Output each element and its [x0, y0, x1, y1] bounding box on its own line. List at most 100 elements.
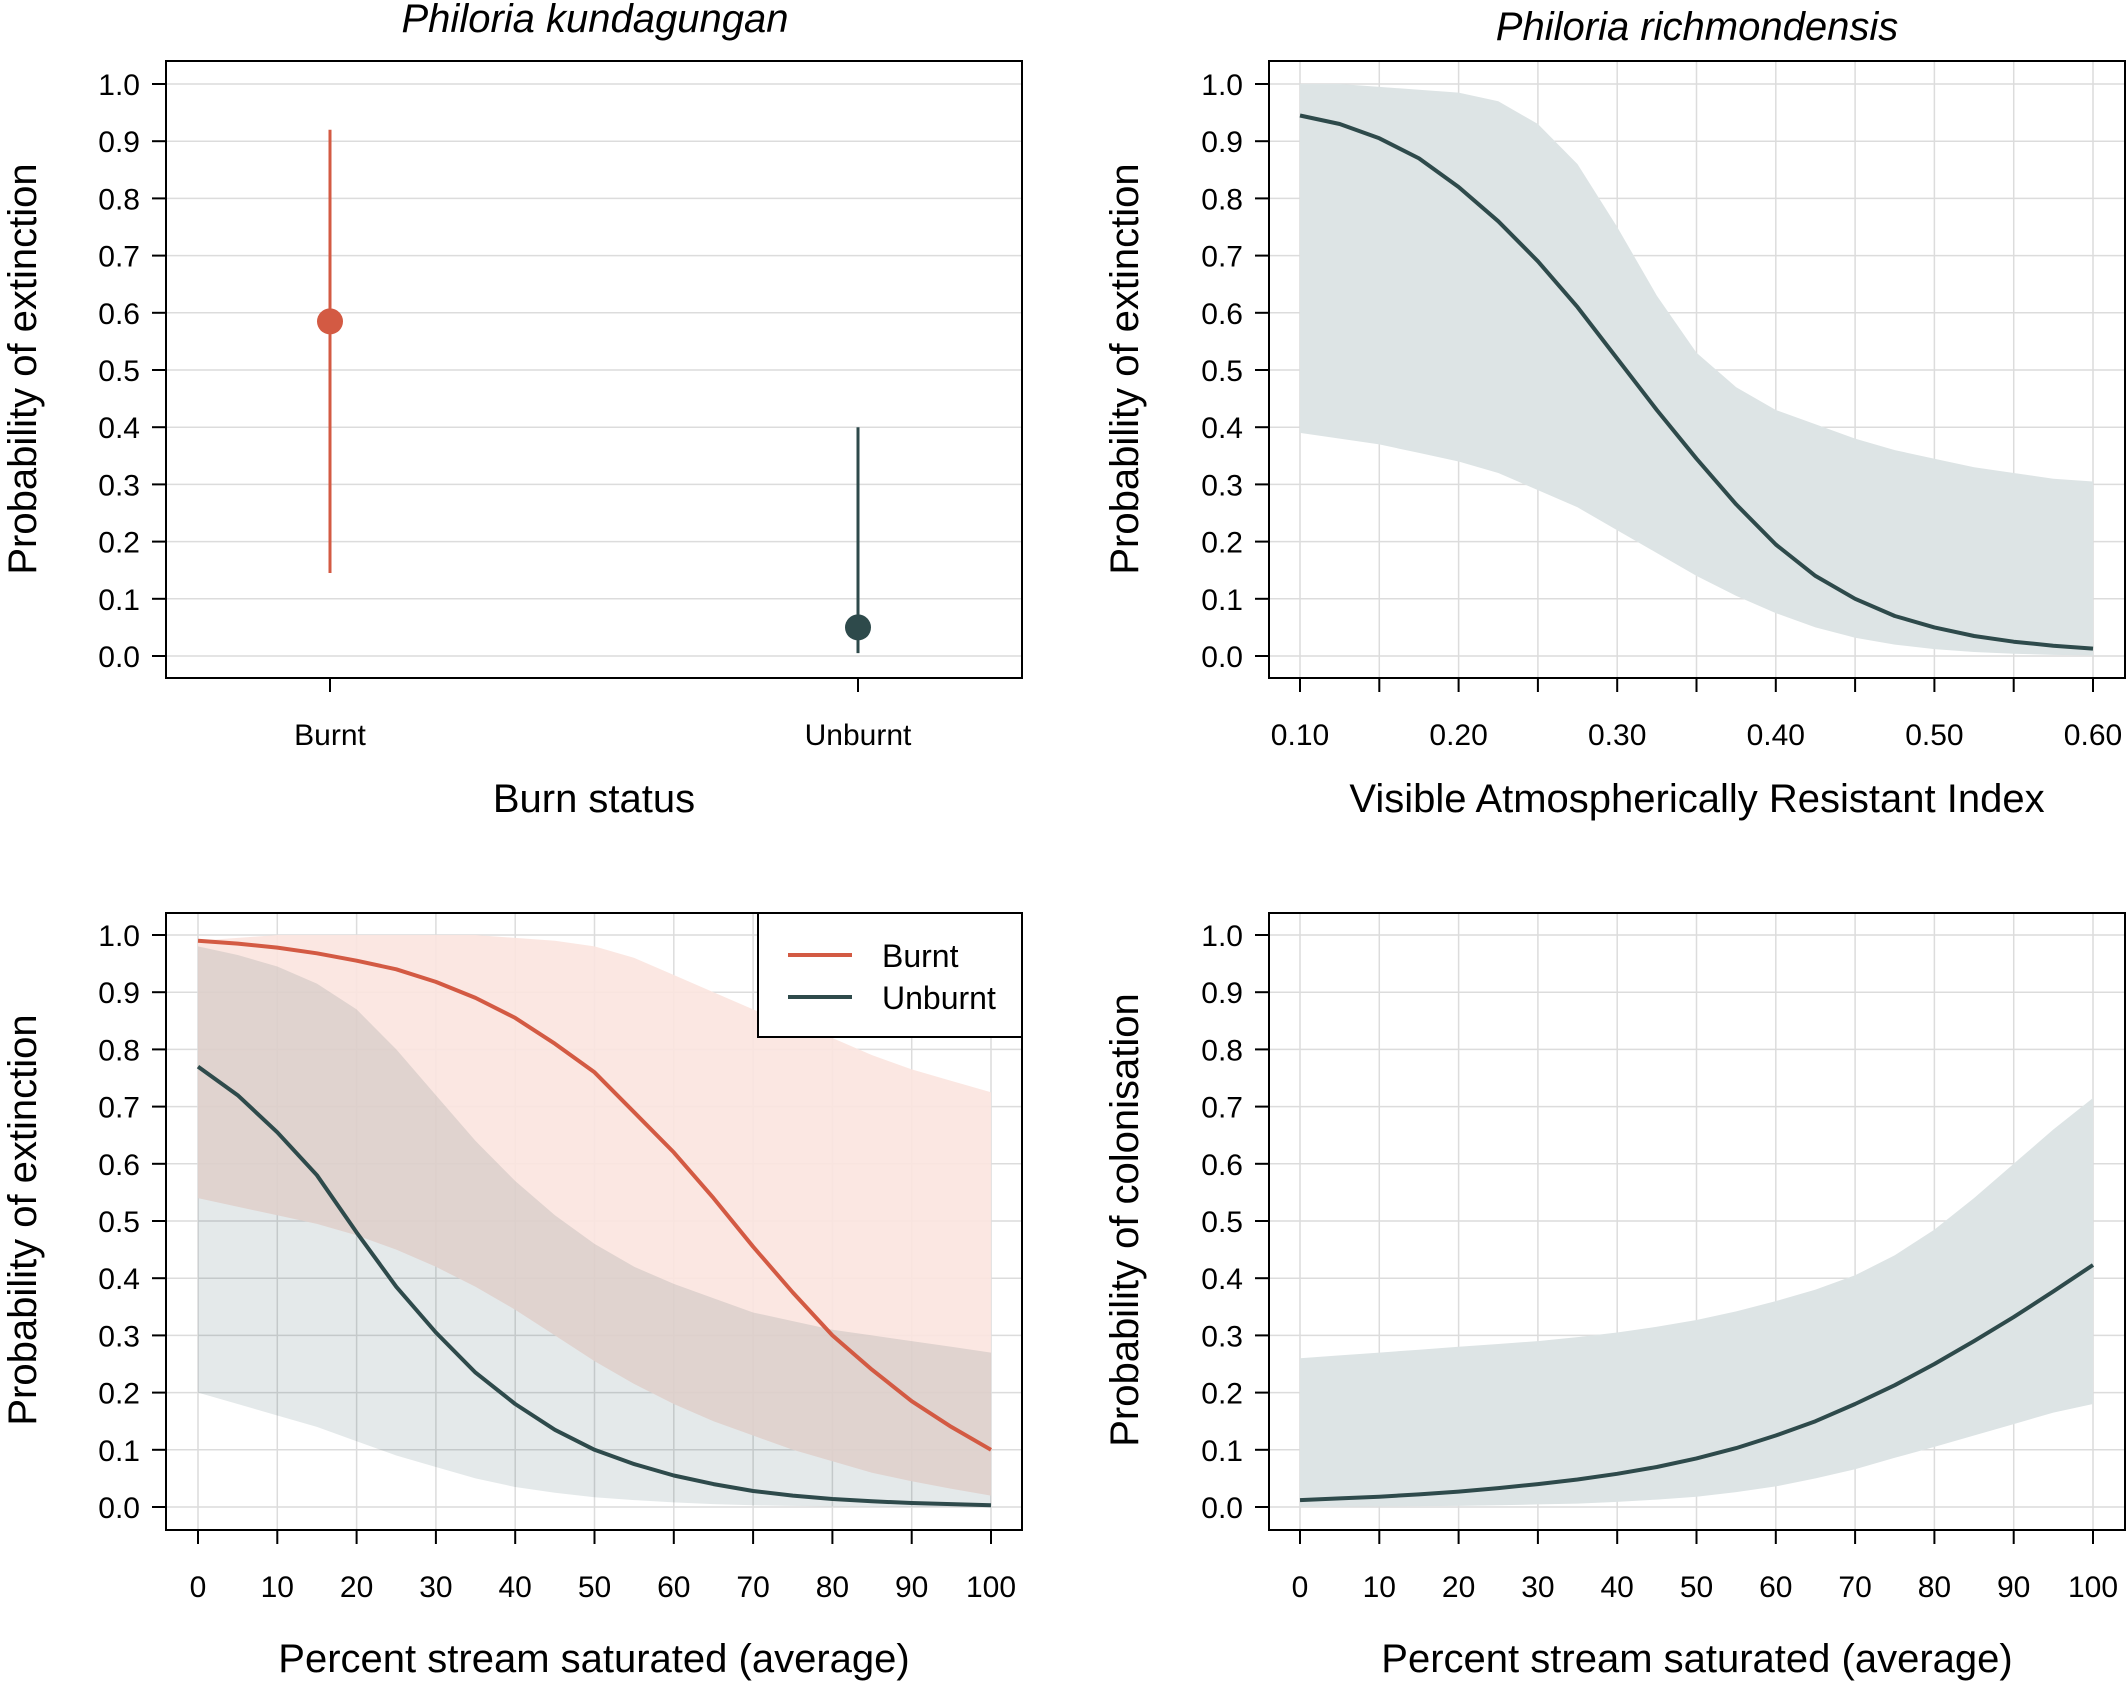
y-tick-label: 0.0 — [98, 1492, 140, 1525]
ci-band-unburnt — [1300, 1098, 2093, 1507]
x-axis: 0 10 20 30 40 50 60 70 80 90 100 — [1292, 1530, 2118, 1604]
y-tick-label: 0.4 — [98, 1263, 140, 1296]
x-tick-label: 0.40 — [1747, 719, 1805, 752]
x-tick-label: 0.60 — [2064, 719, 2122, 752]
line-unburnt — [1299, 113, 2094, 651]
x-tick-label: Unburnt — [805, 719, 912, 752]
x-tick-label: Burnt — [294, 719, 366, 752]
y-tick-label: 0.3 — [1201, 469, 1243, 502]
y-axis: 0.0 0.1 0.2 0.3 0.4 0.5 0.6 0.7 0.8 0.9 1.0 — [98, 69, 166, 674]
panel-colonisation-saturation: 0.0 0.1 0.2 0.3 0.4 0.5 0.6 0.7 0.8 0.9 1.0 0 10 20 3… — [1103, 912, 2126, 1681]
y-tick-label: 0.1 — [98, 584, 140, 617]
panel-title: Philoria kundagungan — [402, 0, 789, 41]
legend-unburnt-label: Unburnt — [882, 980, 996, 1016]
y-tick-label: 0.8 — [1201, 1034, 1243, 1067]
x-tick-label: 10 — [1363, 1571, 1396, 1604]
y-axis: 0.0 0.1 0.2 0.3 0.4 0.5 0.6 0.7 0.8 0.9 1.0 — [1201, 920, 1269, 1525]
x-tick-label: 80 — [1918, 1571, 1951, 1604]
y-tick-label: 0.0 — [1201, 1492, 1243, 1525]
y-tick-label: 0.2 — [98, 1378, 140, 1411]
line-unburnt — [1299, 1263, 2095, 1503]
x-axis-label: Burn status — [493, 777, 695, 821]
x-tick-label: 30 — [419, 1571, 452, 1604]
x-tick-label: 40 — [499, 1571, 532, 1604]
y-tick-label: 0.8 — [1201, 183, 1243, 216]
ci-band-unburnt — [198, 946, 991, 1507]
panel-extinction-burn-saturation: 0.0 0.1 0.2 0.3 0.4 0.5 0.6 0.7 0.8 0.9 1.0 0 10 20 3… — [1, 912, 1023, 1681]
y-tick-label: 0.6 — [98, 1149, 140, 1182]
y-tick-label: 0.8 — [98, 183, 140, 216]
x-tick-label: 90 — [895, 1571, 928, 1604]
x-tick-label: 0 — [190, 1571, 207, 1604]
line-burnt — [197, 938, 992, 1452]
x-tick-label: 70 — [1838, 1571, 1871, 1604]
y-tick-label: 0.1 — [98, 1435, 140, 1468]
y-tick-label: 0.2 — [1201, 1378, 1243, 1411]
y-tick-label: 0.9 — [1201, 126, 1243, 159]
legend: Burnt Unburnt — [757, 912, 1023, 1038]
y-axis: 0.0 0.1 0.2 0.3 0.4 0.5 0.6 0.7 0.8 0.9 1.0 — [1201, 69, 1269, 674]
y-tick-label: 0.2 — [98, 527, 140, 560]
data-marks — [1299, 113, 2094, 651]
y-tick-label: 1.0 — [98, 69, 140, 102]
y-tick-label: 0.7 — [1201, 1092, 1243, 1125]
grid — [166, 83, 1022, 657]
y-tick-label: 0.0 — [1201, 641, 1243, 674]
y-tick-label: 0.9 — [98, 977, 140, 1010]
x-tick-label: 10 — [261, 1571, 294, 1604]
x-tick-label: 80 — [816, 1571, 849, 1604]
legend-burnt-label: Burnt — [882, 938, 959, 974]
y-tick-label: 0.2 — [1201, 527, 1243, 560]
x-tick-label: 100 — [966, 1571, 1016, 1604]
line-unburnt — [196, 1064, 992, 1508]
y-axis-label: Probability of extinction — [1, 1014, 45, 1425]
y-tick-label: 0.9 — [98, 126, 140, 159]
panel-title: Philoria richmondensis — [1496, 5, 1898, 49]
y-tick-label: 0.0 — [98, 641, 140, 674]
x-tick-label: 0.30 — [1588, 719, 1646, 752]
y-axis: 0.0 0.1 0.2 0.3 0.4 0.5 0.6 0.7 0.8 0.9 1.0 — [98, 920, 166, 1525]
x-tick-label: 40 — [1601, 1571, 1634, 1604]
y-tick-label: 0.7 — [98, 1092, 140, 1125]
panel-extinction-kundagungan: Philoria kundagungan 0.00.10.20.30.40.50… — [1, 0, 1023, 821]
x-axis: 0.10 0.20 0.30 0.40 0.50 0.60 — [1271, 678, 2122, 752]
y-tick-label: 0.4 — [98, 412, 140, 445]
x-axis-label: Percent stream saturated (average) — [278, 1637, 909, 1681]
x-tick-label: 60 — [1759, 1571, 1792, 1604]
x-tick-label: 70 — [736, 1571, 769, 1604]
y-tick-label: 0.6 — [98, 298, 140, 331]
data-marks — [317, 129, 871, 654]
x-tick-label: 0.10 — [1271, 719, 1329, 752]
x-axis-label: Percent stream saturated (average) — [1381, 1637, 2012, 1681]
point-burnt — [317, 308, 343, 335]
y-axis-label: Probability of colonisation — [1103, 993, 1147, 1447]
data-marks — [1299, 1263, 2095, 1503]
panel-extinction-richmondensis: Philoria richmondensis 0.0 0.1 0.2 0.3 0.4 0.… — [1103, 5, 2126, 821]
x-tick-label: 60 — [657, 1571, 690, 1604]
x-tick-label: 100 — [2068, 1571, 2118, 1604]
legend-box — [757, 912, 1023, 1038]
x-tick-label: 0 — [1292, 1571, 1309, 1604]
x-axis: Burnt Unburnt — [294, 678, 912, 752]
y-tick-label: 0.6 — [1201, 298, 1243, 331]
y-tick-label: 0.5 — [1201, 1206, 1243, 1239]
x-tick-label: 20 — [340, 1571, 373, 1604]
ci-band-unburnt — [1300, 84, 2093, 656]
y-tick-label: 0.5 — [1201, 355, 1243, 388]
y-axis-label: Probability of extinction — [1103, 163, 1147, 574]
y-tick-label: 0.4 — [1201, 412, 1243, 445]
x-tick-label: 20 — [1442, 1571, 1475, 1604]
y-tick-label: 0.1 — [1201, 584, 1243, 617]
x-tick-label: 90 — [1997, 1571, 2030, 1604]
y-tick-label: 0.3 — [98, 1320, 140, 1353]
y-tick-label: 0.7 — [98, 241, 140, 274]
ci-bands — [198, 935, 991, 1507]
x-tick-label: 0.20 — [1429, 719, 1487, 752]
y-tick-label: 0.5 — [98, 355, 140, 388]
y-tick-label: 1.0 — [98, 920, 140, 953]
y-tick-label: 1.0 — [1201, 69, 1243, 102]
y-tick-label: 0.3 — [98, 469, 140, 502]
point-unburnt — [845, 614, 871, 641]
y-tick-label: 1.0 — [1201, 920, 1243, 953]
